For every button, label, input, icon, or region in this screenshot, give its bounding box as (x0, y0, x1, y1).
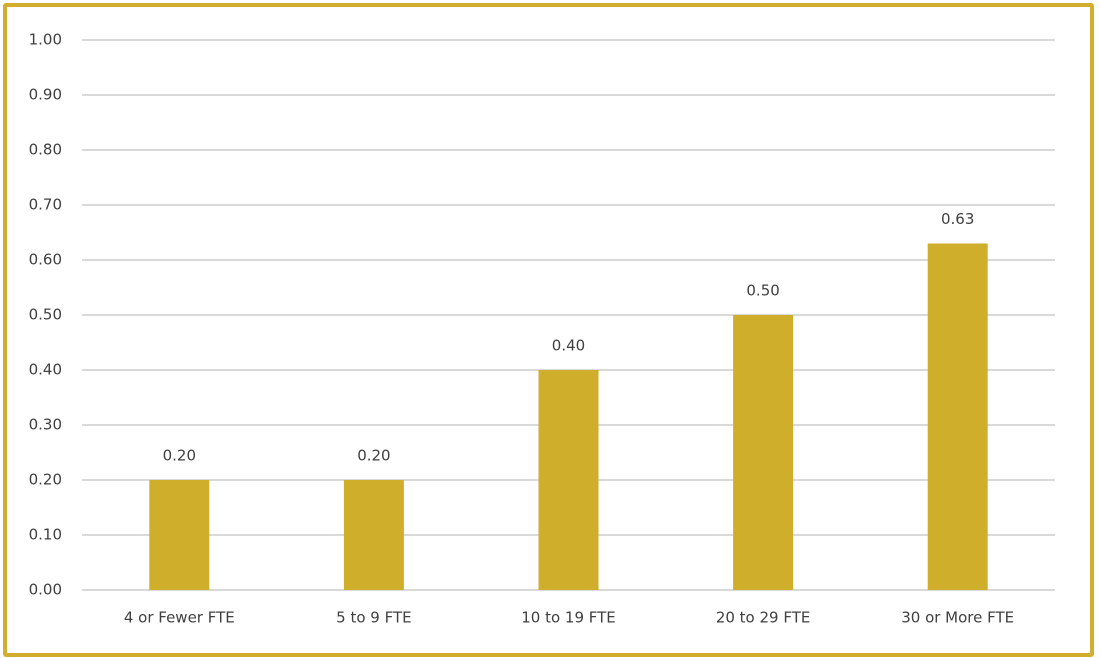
x-tick-label: 30 or More FTE (901, 609, 1014, 627)
data-label: 0.40 (552, 337, 585, 355)
y-tick-label: 0.40 (29, 361, 62, 379)
y-tick-label: 0.00 (29, 581, 62, 599)
y-tick-label: 0.90 (29, 86, 62, 104)
data-label: 0.20 (357, 447, 390, 465)
y-tick-label: 0.10 (29, 526, 62, 544)
bar (149, 480, 210, 590)
data-label: 0.63 (941, 210, 974, 228)
y-tick-label: 0.70 (29, 196, 62, 214)
data-label: 0.50 (746, 282, 779, 300)
bar (538, 370, 599, 590)
x-tick-label: 4 or Fewer FTE (124, 609, 235, 627)
bar (927, 243, 988, 590)
x-tick-label: 5 to 9 FTE (336, 609, 411, 627)
bar (343, 480, 404, 590)
x-tick-label: 10 to 19 FTE (521, 609, 616, 627)
y-tick-label: 0.80 (29, 141, 62, 159)
y-tick-label: 0.30 (29, 416, 62, 434)
data-label: 0.20 (163, 447, 196, 465)
chart-frame (3, 3, 1094, 657)
y-tick-label: 1.00 (29, 31, 62, 49)
x-tick-label: 20 to 29 FTE (716, 609, 811, 627)
y-tick-label: 0.50 (29, 306, 62, 324)
y-tick-label: 0.60 (29, 251, 62, 269)
y-tick-label: 0.20 (29, 471, 62, 489)
bar (733, 315, 794, 590)
